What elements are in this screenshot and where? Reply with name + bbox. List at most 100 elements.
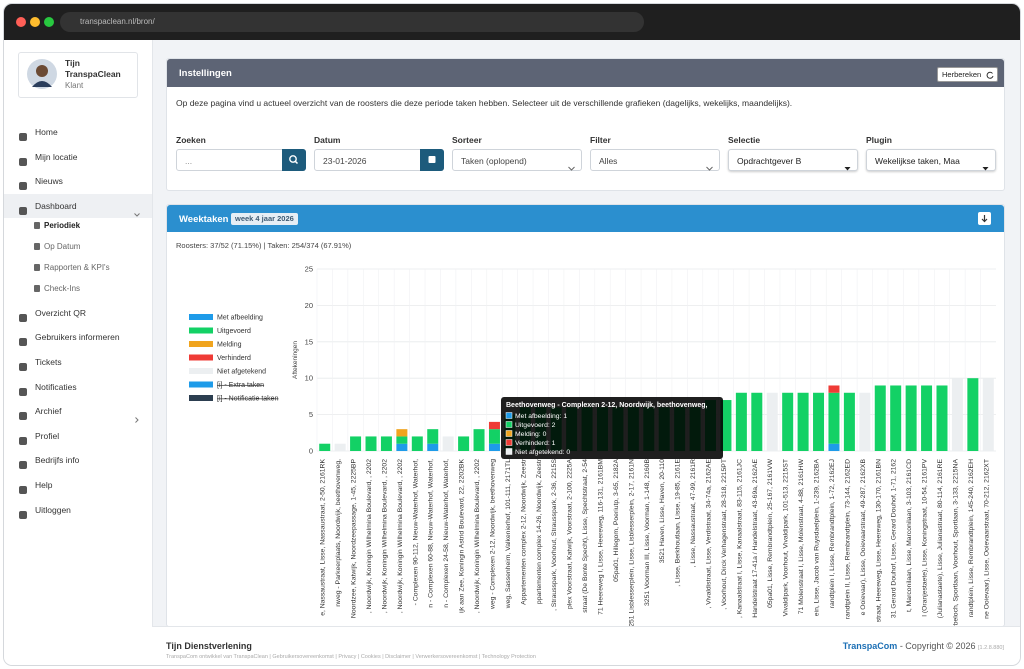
user-last-name: TranspaClean — [65, 69, 121, 79]
field-input[interactable]: Wekelijkse taken, Maa — [866, 149, 996, 171]
submenu-item[interactable]: Periodiek — [4, 216, 152, 236]
field-input[interactable]: Alles — [590, 149, 720, 171]
x-tick-label: ein, Lisse, Jacob van Ruysdaelplein, 1-2… — [814, 459, 821, 617]
recalc-label: Herbereken — [942, 70, 982, 79]
menu-icon-shape — [19, 338, 27, 347]
bar-segment — [951, 378, 963, 451]
x-label-clip: weg, Sassenheim, Valkenierhof, 101-111, … — [505, 459, 512, 609]
y-tick-label: 15 — [305, 337, 313, 346]
select-arrow-path — [706, 166, 713, 171]
x-tick-label: , Vivaldistraat, Lisse, Verdistraat, 34-… — [706, 459, 713, 609]
menu-icon-shape — [19, 182, 27, 191]
menu-icon-box — [18, 127, 28, 141]
menu-item[interactable]: Tickets — [4, 350, 152, 374]
x-label-clip: ein, Lisse, Jacob van Ruysdaelplein, 1-2… — [814, 459, 821, 617]
url-bar[interactable]: transpaclean.nl/bron/ — [60, 12, 644, 32]
menu-icon — [19, 157, 27, 166]
chevron — [135, 417, 139, 423]
field-input[interactable]: 23-01-2026 — [314, 149, 444, 171]
legend-swatch — [189, 354, 213, 361]
footer-links[interactable]: TranspaCom ontwikkel van TranspaClean | … — [166, 654, 536, 660]
menu-item[interactable]: Profiel — [4, 424, 152, 448]
bar-segment — [890, 385, 902, 451]
download-button[interactable] — [978, 212, 991, 225]
field-value: Alles — [599, 156, 618, 166]
menu-item[interactable]: Home — [4, 120, 152, 144]
x-tick-label: nweg - Parkeerplaats, Noordwijk, beethov… — [335, 459, 342, 607]
submenu-icon — [34, 222, 40, 230]
select-arrow — [982, 167, 989, 171]
bar-segment — [828, 392, 840, 444]
select-arrow-box — [844, 158, 851, 171]
legend-label-hidden: [i] - Extra taken — [217, 382, 264, 389]
menu-icon-shape — [19, 157, 27, 166]
x-label-clip: , Voorhout, Dirck Verhagenstraat, 28-318… — [721, 459, 728, 610]
field-label: Plugin — [866, 135, 892, 145]
x-tick-label: , Voorhout, Dirck Verhagenstraat, 28-318… — [721, 459, 728, 610]
menu-item[interactable]: Archief — [4, 399, 152, 423]
field-label: Filter — [590, 135, 611, 145]
minimize-dot[interactable] — [30, 17, 40, 27]
menu-item[interactable]: Dashboard — [4, 193, 152, 218]
x-tick-label: l (Oranjestaete), Lisse, Koningstraat, 1… — [922, 459, 929, 617]
x-label-clip: , Strausspark, Voorhout, Strausspark, 2-… — [551, 459, 558, 611]
field-input[interactable]: Opdrachtgever B — [728, 149, 858, 171]
menu-item[interactable]: Nieuws — [4, 169, 152, 193]
chevron — [134, 212, 140, 217]
x-tick-label: , Noordwijk, Koningin Wilhelmina Bouleva… — [474, 459, 481, 613]
field-value: 23-01-2026 — [323, 156, 367, 166]
search-icon — [289, 155, 299, 165]
x-tick-label: , Lisse, Nassaustraat, 47-99, 2161R — [690, 459, 697, 568]
search-button[interactable] — [282, 149, 306, 171]
x-tick-label: , Noordwijk, Koningin Wilhelmina Bouleva… — [381, 459, 388, 613]
y-tick-label: 0 — [309, 447, 313, 456]
menu-item[interactable]: Uitloggen — [4, 498, 152, 522]
x-tick-label: straat (De Bonte Specht), Lisse, Spechts… — [582, 459, 589, 613]
browser-toolbar: transpaclean.nl/bron/ — [4, 4, 1020, 40]
x-tick-label: - Complexen 90-112, Nieuw-Waterhof, Wate… — [412, 459, 419, 605]
tooltip-line: Met afbeelding: 1 — [515, 413, 567, 420]
submenu-item[interactable]: Check-Ins — [4, 279, 152, 299]
menu-item[interactable]: Help — [4, 473, 152, 497]
menu-label: Home — [35, 127, 58, 137]
select-arrow — [844, 167, 851, 171]
date-button[interactable] — [420, 149, 444, 171]
legend-swatch — [189, 341, 213, 347]
bar-segment — [797, 392, 809, 451]
recalc-button[interactable]: Herbereken — [937, 67, 999, 82]
settings-panel: Instellingen Herbereken Op deze pagina v… — [166, 58, 1005, 191]
submenu-label: Rapporten & KPI's — [44, 262, 110, 272]
bar-segment — [396, 436, 408, 444]
close-dot[interactable] — [16, 17, 26, 27]
tooltip-swatch — [505, 412, 513, 419]
tooltip-line: Niet afgetekend: 0 — [515, 449, 570, 456]
avatar-body — [32, 81, 52, 87]
menu-icon-box — [18, 152, 28, 166]
submenu-item[interactable]: Op Datum — [4, 237, 152, 257]
legend-label-hidden: [i] - Notificatie taken — [217, 396, 279, 403]
menu-item[interactable]: Overzicht QR — [4, 301, 152, 325]
legend-label: Uitgevoerd — [217, 328, 251, 335]
y-tick-label: 25 — [305, 265, 313, 274]
bar-segment — [396, 443, 408, 451]
legend-label: Niet afgetekend — [217, 369, 266, 376]
x-tick-label: , Kanaalstraat I, Lisse, Kanaalstraat, 8… — [736, 459, 743, 618]
menu-item[interactable]: Mijn locatie — [4, 145, 152, 169]
submenu-item[interactable]: Rapporten & KPI's — [4, 258, 152, 278]
zoom-dot[interactable] — [44, 17, 54, 27]
field-input[interactable]: ... — [176, 149, 306, 171]
x-tick-label: t, Marconilaan, Lisse, Marconilaan, 3-10… — [906, 459, 913, 612]
bar-segment — [488, 429, 500, 444]
x-tick-label: ppartementen complex 14-26, Noordwijk, Z… — [536, 458, 543, 604]
field-input[interactable]: Taken (oplopend) — [452, 149, 582, 171]
bar-segment — [735, 392, 747, 451]
field-value: Taken (oplopend) — [461, 156, 527, 166]
x-label-clip: , Noordwijk, Koningin Wilhelmina Bouleva… — [397, 459, 404, 613]
weektaken-panel: Weektaken week 4 jaar 2026 Roosters: 37/… — [166, 204, 1005, 627]
bar-segment — [365, 436, 377, 451]
menu-item[interactable]: Gebruikers informeren — [4, 325, 152, 349]
submenu-label: Check-Ins — [44, 283, 81, 293]
menu-item[interactable]: Notificaties — [4, 375, 152, 399]
menu-item[interactable]: Bedrijfs info — [4, 448, 152, 472]
footer-brand: TranspaCom — [842, 641, 898, 651]
